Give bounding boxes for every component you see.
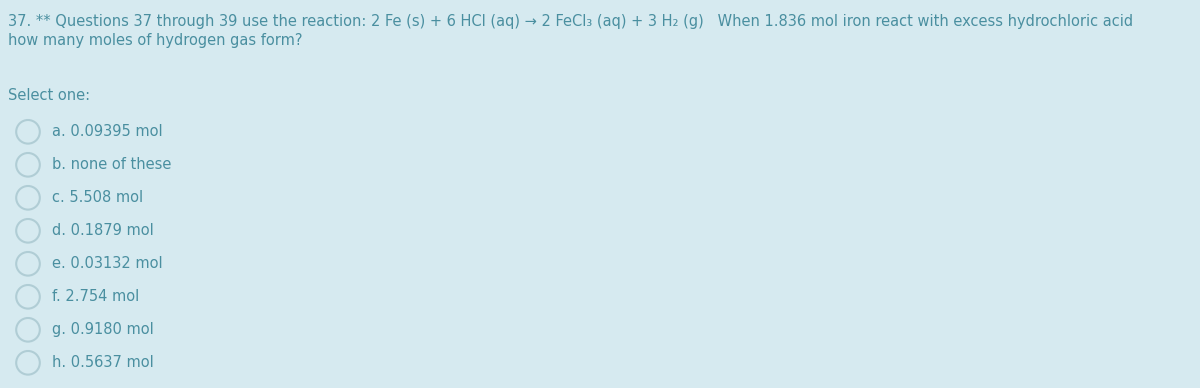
Text: g. 0.9180 mol: g. 0.9180 mol (52, 322, 154, 337)
Text: d. 0.1879 mol: d. 0.1879 mol (52, 223, 154, 238)
Text: b. none of these: b. none of these (52, 157, 172, 172)
Text: 37. ** Questions 37 through 39 use the reaction: 2 Fe (s) + 6 HCl (aq) → 2 FeCl₃: 37. ** Questions 37 through 39 use the r… (8, 14, 1133, 29)
Text: e. 0.03132 mol: e. 0.03132 mol (52, 256, 163, 271)
Text: h. 0.5637 mol: h. 0.5637 mol (52, 355, 154, 370)
Text: f. 2.754 mol: f. 2.754 mol (52, 289, 139, 304)
Text: a. 0.09395 mol: a. 0.09395 mol (52, 124, 163, 139)
Text: Select one:: Select one: (8, 88, 90, 103)
Text: how many moles of hydrogen gas form?: how many moles of hydrogen gas form? (8, 33, 302, 48)
Text: c. 5.508 mol: c. 5.508 mol (52, 190, 143, 205)
